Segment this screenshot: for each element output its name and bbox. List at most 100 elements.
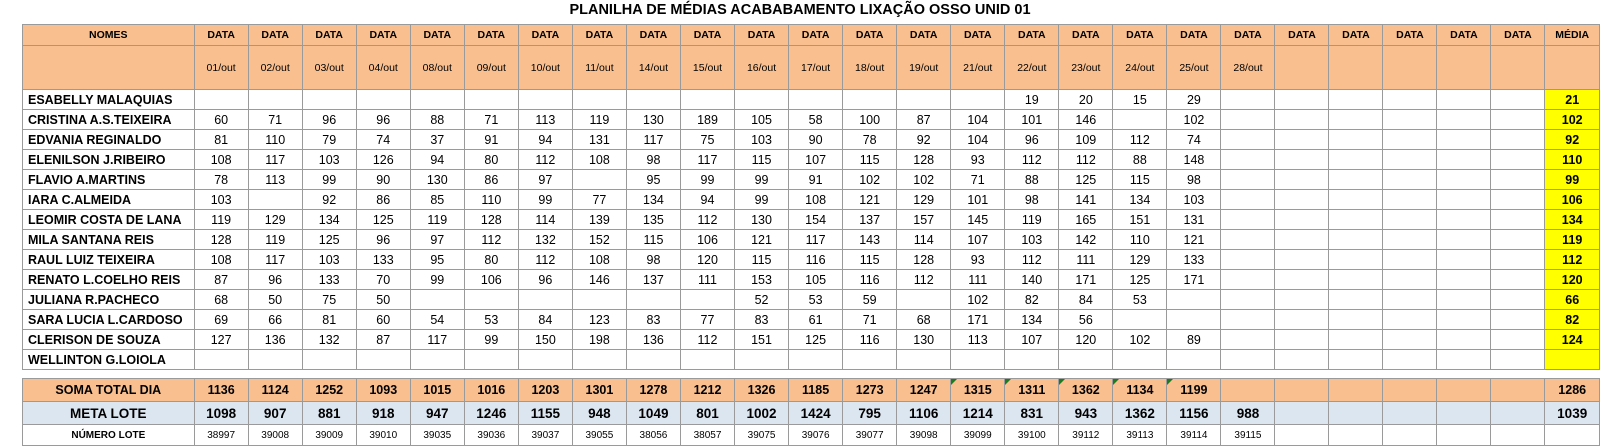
value-cell[interactable]: 106	[463, 269, 519, 290]
average-cell[interactable]: 66	[1544, 289, 1600, 310]
date-value-cell[interactable]: 17/out	[788, 45, 844, 90]
value-cell[interactable]: 98	[625, 149, 681, 170]
value-cell[interactable]: 130	[409, 169, 465, 190]
value-cell[interactable]: 113	[950, 329, 1006, 350]
value-cell[interactable]	[1274, 89, 1330, 110]
lote-number-row-value-cell[interactable]: 39077	[842, 424, 898, 446]
date-header-cell[interactable]: DATA	[1436, 24, 1492, 46]
value-cell[interactable]: 128	[896, 149, 952, 170]
soma-row-value-cell[interactable]	[1382, 378, 1438, 402]
value-cell[interactable]	[1490, 129, 1546, 150]
value-cell[interactable]: 78	[842, 129, 898, 150]
value-cell[interactable]: 146	[571, 269, 627, 290]
lote-number-row-value-cell[interactable]	[1274, 424, 1330, 446]
value-cell[interactable]: 81	[193, 129, 249, 150]
value-cell[interactable]	[1490, 249, 1546, 270]
date-header-cell[interactable]: DATA	[1058, 24, 1114, 46]
soma-row-value-cell[interactable]: 1093	[355, 378, 411, 402]
date-value-cell[interactable]: 22/out	[1004, 45, 1060, 90]
value-cell[interactable]: 83	[734, 309, 790, 330]
average-cell[interactable]: 106	[1544, 189, 1600, 210]
date-value-cell[interactable]	[1328, 45, 1384, 90]
value-cell[interactable]: 87	[193, 269, 249, 290]
employee-name-cell[interactable]: FLAVIO A.MARTINS	[22, 169, 195, 190]
date-header-cell[interactable]: DATA	[1490, 24, 1546, 46]
soma-row-value-cell[interactable]: 1278	[625, 378, 681, 402]
value-cell[interactable]: 52	[734, 289, 790, 310]
value-cell[interactable]: 115	[842, 249, 898, 270]
meta-row-value-cell[interactable]: 1106	[896, 401, 952, 425]
value-cell[interactable]: 132	[517, 229, 573, 250]
value-cell[interactable]	[1328, 289, 1384, 310]
value-cell[interactable]	[1274, 189, 1330, 210]
value-cell[interactable]: 99	[517, 189, 573, 210]
average-cell[interactable]: 21	[1544, 89, 1600, 110]
value-cell[interactable]	[1490, 229, 1546, 250]
value-cell[interactable]	[193, 349, 249, 370]
value-cell[interactable]: 101	[950, 189, 1006, 210]
soma-row-value-cell[interactable]	[1274, 378, 1330, 402]
value-cell[interactable]	[1220, 109, 1276, 130]
value-cell[interactable]: 104	[950, 129, 1006, 150]
value-cell[interactable]: 121	[842, 189, 898, 210]
value-cell[interactable]: 103	[1004, 229, 1060, 250]
value-cell[interactable]	[1436, 289, 1492, 310]
lote-number-row-label[interactable]: NÚMERO LOTE	[22, 424, 195, 446]
value-cell[interactable]: 198	[571, 329, 627, 350]
value-cell[interactable]	[1382, 229, 1438, 250]
date-header-cell[interactable]: DATA	[571, 24, 627, 46]
soma-row-value-cell[interactable]: 1185	[788, 378, 844, 402]
value-cell[interactable]	[355, 349, 411, 370]
date-value-cell[interactable]: 23/out	[1058, 45, 1114, 90]
value-cell[interactable]	[734, 349, 790, 370]
meta-row-value-cell[interactable]	[1328, 401, 1384, 425]
value-cell[interactable]: 93	[950, 249, 1006, 270]
value-cell[interactable]: 102	[1112, 329, 1168, 350]
value-cell[interactable]: 81	[301, 309, 357, 330]
value-cell[interactable]: 113	[247, 169, 303, 190]
value-cell[interactable]: 110	[463, 189, 519, 210]
date-value-cell[interactable]: 28/out	[1220, 45, 1276, 90]
value-cell[interactable]	[1166, 309, 1222, 330]
value-cell[interactable]: 91	[788, 169, 844, 190]
value-cell[interactable]: 90	[788, 129, 844, 150]
value-cell[interactable]: 91	[463, 129, 519, 150]
value-cell[interactable]	[1436, 169, 1492, 190]
meta-row-value-cell[interactable]: 1214	[950, 401, 1006, 425]
value-cell[interactable]: 86	[355, 189, 411, 210]
value-cell[interactable]: 139	[571, 209, 627, 230]
value-cell[interactable]	[1328, 189, 1384, 210]
meta-row-label[interactable]: META LOTE	[22, 401, 195, 425]
value-cell[interactable]	[1328, 249, 1384, 270]
date-value-cell[interactable]: 01/out	[193, 45, 249, 90]
soma-row-value-cell[interactable]	[1220, 378, 1276, 402]
value-cell[interactable]: 71	[247, 109, 303, 130]
meta-row-value-cell[interactable]	[1436, 401, 1492, 425]
value-cell[interactable]: 108	[193, 249, 249, 270]
date-header-cell[interactable]: DATA	[1166, 24, 1222, 46]
value-cell[interactable]: 107	[1004, 329, 1060, 350]
value-cell[interactable]: 116	[788, 249, 844, 270]
value-cell[interactable]: 133	[355, 249, 411, 270]
lote-number-row-value-cell[interactable]: 39055	[571, 424, 627, 446]
value-cell[interactable]	[1274, 169, 1330, 190]
value-cell[interactable]: 117	[788, 229, 844, 250]
value-cell[interactable]: 19	[1004, 89, 1060, 110]
value-cell[interactable]	[463, 349, 519, 370]
meta-row-value-cell[interactable]	[1490, 401, 1546, 425]
date-header-cell[interactable]: DATA	[409, 24, 465, 46]
date-value-cell[interactable]	[1490, 45, 1546, 90]
separator-cell[interactable]	[1436, 369, 1491, 379]
separator-cell[interactable]	[896, 369, 951, 379]
value-cell[interactable]	[1436, 109, 1492, 130]
value-cell[interactable]	[842, 89, 898, 110]
value-cell[interactable]: 123	[571, 309, 627, 330]
date-value-cell[interactable]: 11/out	[571, 45, 627, 90]
lote-number-row-value-cell[interactable]	[1382, 424, 1438, 446]
value-cell[interactable]: 29	[1166, 89, 1222, 110]
value-cell[interactable]	[409, 89, 465, 110]
value-cell[interactable]: 125	[1112, 269, 1168, 290]
soma-row-value-cell[interactable]: 1247	[896, 378, 952, 402]
soma-row-value-cell[interactable]: 1134	[1112, 378, 1168, 402]
value-cell[interactable]: 92	[301, 189, 357, 210]
